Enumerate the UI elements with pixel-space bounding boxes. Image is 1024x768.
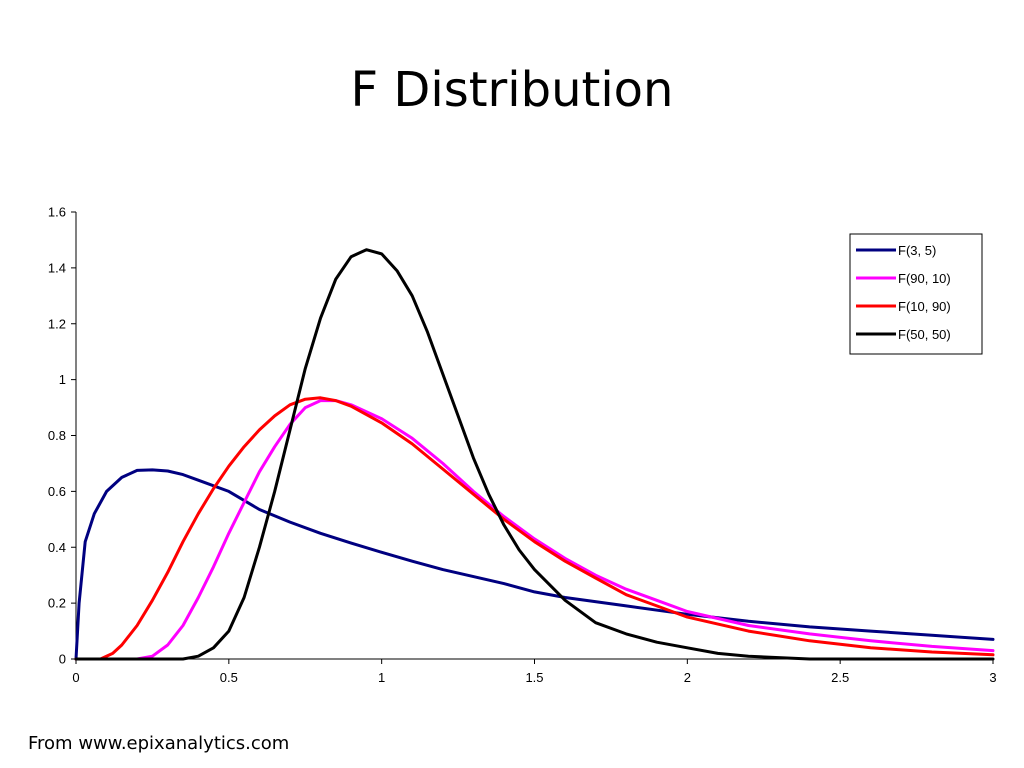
series-line-4 bbox=[74, 248, 995, 661]
y-tick-label: 0.6 bbox=[48, 484, 66, 499]
y-tick-label: 0.4 bbox=[48, 540, 66, 555]
x-tick-label: 3 bbox=[989, 670, 996, 685]
x-tick-label: 1.5 bbox=[525, 670, 543, 685]
series-line-3 bbox=[74, 396, 995, 661]
y-tick-label: 0.2 bbox=[48, 596, 66, 611]
y-tick-label: 0.8 bbox=[48, 428, 66, 443]
f-distribution-chart: 0 0.2 0.4 0.6 0.8 1 1.2 1.4 1.6 0 0.5 1 1.5 2 2.5 3 F(3… bbox=[48, 205, 997, 686]
x-tick-label: 0 bbox=[72, 670, 79, 685]
y-tick-label: 0 bbox=[59, 652, 66, 667]
y-tick-label: 1 bbox=[59, 372, 66, 387]
legend-label: F(90, 10) bbox=[898, 271, 951, 286]
series-line-2 bbox=[74, 399, 995, 661]
y-tick-label: 1.2 bbox=[48, 316, 66, 331]
legend-label: F(3, 5) bbox=[898, 243, 936, 258]
chart-legend: F(3, 5) F(90, 10) F(10, 90) F(50, 50) bbox=[849, 233, 983, 355]
y-tick-label: 1.6 bbox=[48, 205, 66, 220]
legend-label: F(10, 90) bbox=[898, 299, 951, 314]
legend-label: F(50, 50) bbox=[898, 327, 951, 342]
x-tick-label: 2.5 bbox=[831, 670, 849, 685]
chart-ticks: 0 0.2 0.4 0.6 0.8 1 1.2 1.4 1.6 0 0.5 1 1.5 2 2.5 3 bbox=[48, 205, 997, 686]
slide-title: F Distribution bbox=[350, 62, 674, 118]
x-tick-label: 1 bbox=[378, 670, 385, 685]
x-tick-label: 2 bbox=[684, 670, 691, 685]
series-line-1 bbox=[74, 468, 995, 661]
legend-box bbox=[849, 233, 983, 355]
x-tick-label: 0.5 bbox=[220, 670, 238, 685]
chart-series bbox=[74, 248, 995, 661]
source-note: From www.epixanalytics.com bbox=[28, 733, 290, 754]
y-tick-label: 1.4 bbox=[48, 260, 66, 275]
